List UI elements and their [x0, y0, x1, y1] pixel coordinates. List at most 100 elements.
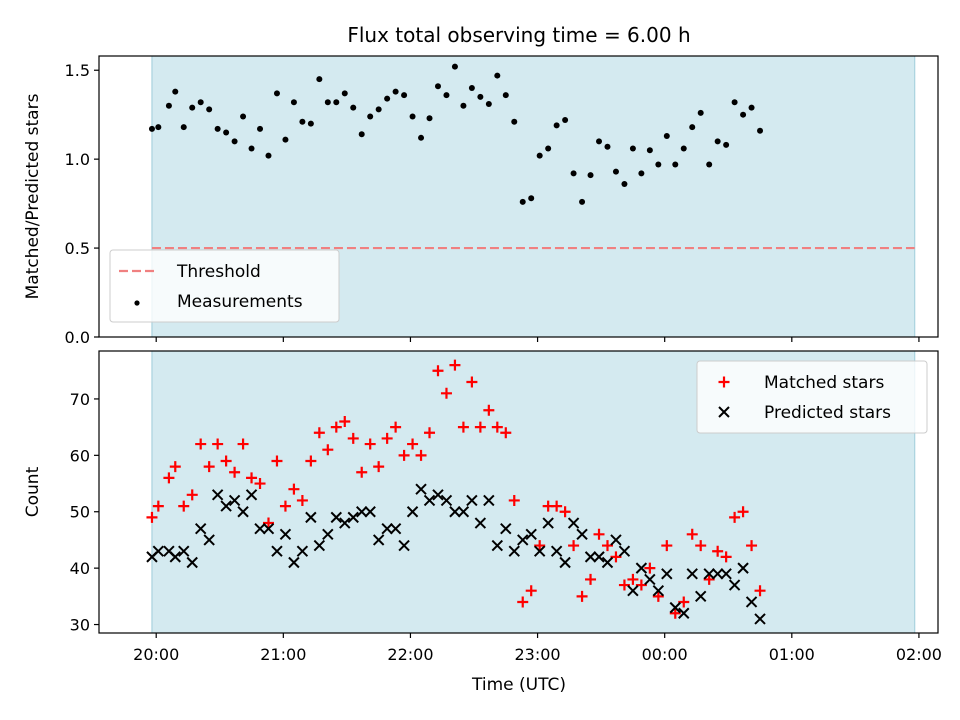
measurement-point: [697, 109, 704, 116]
predicted-point: [364, 506, 376, 518]
legend-label: Matched stars: [764, 373, 884, 393]
matched-point: [593, 528, 605, 540]
measurement-point: [638, 170, 645, 177]
measurement-point: [180, 124, 187, 131]
predicted-point: [254, 522, 266, 535]
predicted-point: [305, 511, 317, 524]
predicted-point: [220, 500, 232, 512]
matched-point: [610, 551, 622, 563]
measurement-point: [392, 88, 399, 95]
predicted-point: [559, 556, 571, 569]
predicted-point: [339, 517, 351, 529]
predicted-point: [449, 506, 461, 518]
matched-point: [466, 376, 478, 388]
measurement-point: [714, 138, 721, 145]
measurement-point: [528, 195, 535, 202]
measurement-point: [629, 145, 636, 152]
matched-point: [746, 540, 758, 552]
matched-point: [220, 455, 232, 467]
axes-frame: [98, 350, 939, 634]
measurement-point: [680, 145, 687, 152]
measurement-point: [172, 88, 179, 95]
y-tick-label: 70: [70, 390, 90, 409]
matched-point: [271, 455, 283, 467]
predicted-point: [203, 534, 215, 546]
matched-point: [754, 585, 766, 597]
measurement-point: [570, 170, 577, 177]
measurement-point: [485, 101, 492, 108]
y-tick-label: 1.5: [65, 61, 90, 80]
matched-point: [356, 466, 368, 478]
measurement-point: [290, 99, 297, 106]
predicted-point: [245, 489, 258, 501]
measurement-point: [460, 102, 467, 109]
y-tick-label: 50: [70, 503, 90, 522]
predicted-point: [500, 522, 512, 535]
measurement-point: [579, 198, 586, 205]
x-tick-label: 00:00: [642, 645, 688, 664]
measurement-point: [519, 198, 526, 205]
matched-point: [491, 421, 503, 433]
matched-point: [381, 432, 393, 444]
predicted-point: [152, 545, 165, 557]
measurement-point: [621, 181, 628, 188]
y-axis-label: Count: [23, 466, 43, 517]
measurement-point: [223, 129, 230, 136]
predicted-point: [686, 568, 698, 580]
matched-point: [500, 427, 512, 439]
measurement-point: [451, 63, 458, 70]
matched-point: [305, 455, 317, 467]
measurement-point: [282, 136, 289, 143]
matched-point: [432, 365, 444, 377]
matched-point: [712, 545, 724, 557]
y-tick-label: 60: [70, 446, 90, 465]
measurement-point: [148, 125, 155, 132]
predicted-point: [423, 494, 436, 507]
measurement-point: [655, 161, 662, 168]
matched-point: [330, 421, 342, 433]
matched-point: [669, 607, 681, 619]
matched-point: [296, 494, 308, 506]
predicted-point: [415, 483, 427, 495]
measurement-point: [604, 143, 611, 150]
y-tick-label: 40: [70, 559, 90, 578]
predicted-point: [517, 534, 529, 546]
predicted-point: [288, 556, 300, 569]
matched-point: [415, 449, 427, 461]
measurement-point: [612, 168, 619, 175]
matched-point: [347, 432, 359, 444]
predicted-point: [533, 545, 546, 557]
predicted-point: [491, 539, 504, 552]
predicted-point: [678, 607, 690, 619]
series-predicted-stars: [146, 483, 766, 625]
measurement-point: [257, 125, 264, 132]
matched-point: [585, 573, 597, 585]
legend-box: [109, 249, 340, 323]
measurement-point: [265, 152, 272, 159]
measurement-point: [646, 147, 653, 154]
measurement-point: [494, 72, 501, 79]
matched-point: [551, 500, 563, 512]
predicted-point: [483, 494, 495, 507]
measurement-point: [706, 161, 713, 168]
measurement-point: [367, 113, 374, 120]
matched-point: [678, 596, 690, 608]
matched-point: [720, 551, 732, 563]
legend-matched-swatch: [718, 376, 730, 388]
matched-point: [729, 511, 741, 523]
matched-point: [449, 359, 461, 371]
legend-box: [696, 360, 928, 434]
matched-point: [246, 472, 258, 484]
x-tick-label: 01:00: [769, 645, 815, 664]
axes-frame: [98, 55, 939, 338]
matched-point: [440, 387, 452, 399]
predicted-point: [576, 528, 588, 541]
legend-label: Threshold: [176, 262, 261, 282]
legend-measurement-swatch: [134, 300, 140, 306]
predicted-point: [652, 584, 665, 597]
matched-point: [525, 585, 537, 597]
matched-point: [288, 483, 300, 495]
predicted-point: [737, 562, 749, 574]
measurement-point: [189, 104, 196, 111]
measurement-point: [757, 127, 764, 134]
